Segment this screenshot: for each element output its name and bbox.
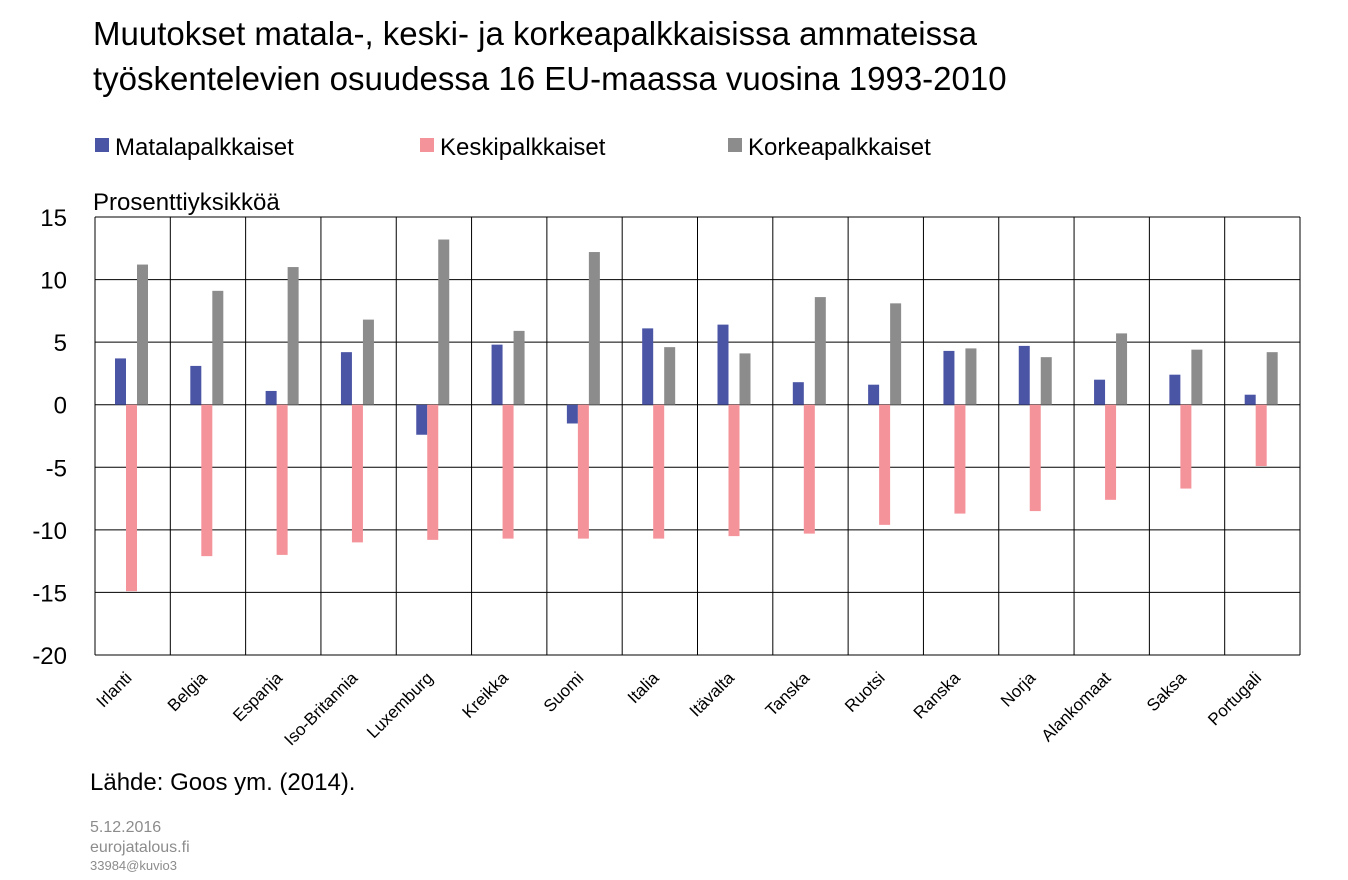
- bar: [1266, 352, 1278, 405]
- bar: [1029, 404, 1041, 512]
- bar: [190, 365, 202, 405]
- bar: [588, 252, 600, 405]
- x-tick-label: Itävalta: [686, 668, 739, 721]
- x-tick-label: Belgia: [164, 668, 211, 715]
- x-tick-label: Norja: [997, 668, 1040, 711]
- x-tick-label: Tanska: [762, 668, 814, 720]
- bar: [814, 297, 826, 405]
- x-tick-label: Iso-Britannia: [281, 668, 362, 749]
- bar: [1018, 345, 1030, 405]
- bar: [438, 239, 450, 405]
- bar: [965, 348, 977, 405]
- bar: [943, 350, 955, 405]
- y-tick-label: -5: [46, 455, 67, 482]
- bar: [1116, 333, 1128, 405]
- legend-label: Korkeapalkkaiset: [748, 134, 931, 161]
- legend-swatch: [728, 138, 742, 152]
- bar: [1244, 394, 1256, 405]
- bar: [653, 404, 665, 539]
- bar: [502, 404, 514, 539]
- source: Lähde: Goos ym. (2014).: [90, 769, 355, 796]
- x-tick-label: Italia: [624, 668, 663, 707]
- x-tick-label: Portugali: [1204, 668, 1265, 729]
- footer-id: 33984@kuvio3: [90, 858, 177, 873]
- chart-title: työskentelevien osuudessa 16 EU-maassa v…: [93, 60, 1007, 97]
- bar: [212, 290, 224, 405]
- y-tick-label: -15: [32, 580, 67, 607]
- bar: [642, 328, 654, 405]
- bar: [126, 404, 137, 592]
- bar: [201, 404, 213, 557]
- bar: [879, 404, 891, 525]
- bar: [416, 404, 428, 435]
- bar: [513, 330, 525, 405]
- bar: [287, 267, 299, 405]
- bar: [115, 358, 126, 405]
- y-tick-label: -10: [32, 518, 67, 545]
- bar: [351, 404, 363, 543]
- x-tick-label: Alankomaat: [1038, 668, 1115, 745]
- bar: [265, 390, 277, 405]
- bar: [1180, 404, 1192, 489]
- y-tick-label: -20: [32, 643, 67, 670]
- bar: [1040, 357, 1052, 405]
- legend-swatch: [95, 138, 109, 152]
- footer-site: eurojatalous.fi: [90, 839, 190, 856]
- bar: [728, 404, 740, 537]
- footer-date: 5.12.2016: [90, 819, 161, 836]
- bar: [566, 404, 578, 424]
- x-tick-label: Saksa: [1143, 668, 1190, 715]
- bar: [1255, 404, 1267, 467]
- y-tick-label: 5: [54, 330, 67, 357]
- bar: [803, 404, 815, 534]
- bar: [427, 404, 439, 540]
- bar: [1169, 374, 1181, 405]
- legend-label: Keskipalkkaiset: [440, 134, 606, 161]
- bar: [1191, 349, 1203, 405]
- x-tick-label: Espanja: [229, 668, 286, 725]
- chart-title: Muutokset matala-, keski- ja korkeapalkk…: [93, 15, 978, 52]
- y-tick-label: 0: [54, 393, 67, 420]
- x-tick-label: Ranska: [910, 668, 965, 723]
- bar: [491, 344, 503, 405]
- bar: [792, 382, 804, 405]
- bar: [340, 352, 352, 405]
- bar: [868, 384, 880, 405]
- bar: [577, 404, 589, 539]
- x-tick-label: Kreikka: [459, 668, 513, 722]
- bar: [276, 404, 288, 555]
- legend-label: Matalapalkkaiset: [115, 134, 294, 161]
- bar: [717, 324, 729, 405]
- bar: [1105, 404, 1117, 500]
- x-tick-label: Suomi: [540, 668, 588, 716]
- bar: [664, 347, 676, 405]
- bar: [137, 264, 148, 405]
- bar: [954, 404, 966, 514]
- bar: [739, 353, 751, 405]
- x-tick-label: Luxemburg: [363, 668, 437, 742]
- legend-swatch: [420, 138, 434, 152]
- y-tick-label: 15: [40, 205, 67, 232]
- x-tick-label: Ruotsi: [841, 668, 889, 716]
- bar: [362, 319, 374, 405]
- y-tick-label: 10: [40, 268, 67, 295]
- x-tick-label: Irlanti: [93, 668, 136, 711]
- bar: [890, 303, 902, 405]
- bar: [1094, 379, 1106, 405]
- y-axis-label: Prosenttiyksikköä: [93, 189, 280, 216]
